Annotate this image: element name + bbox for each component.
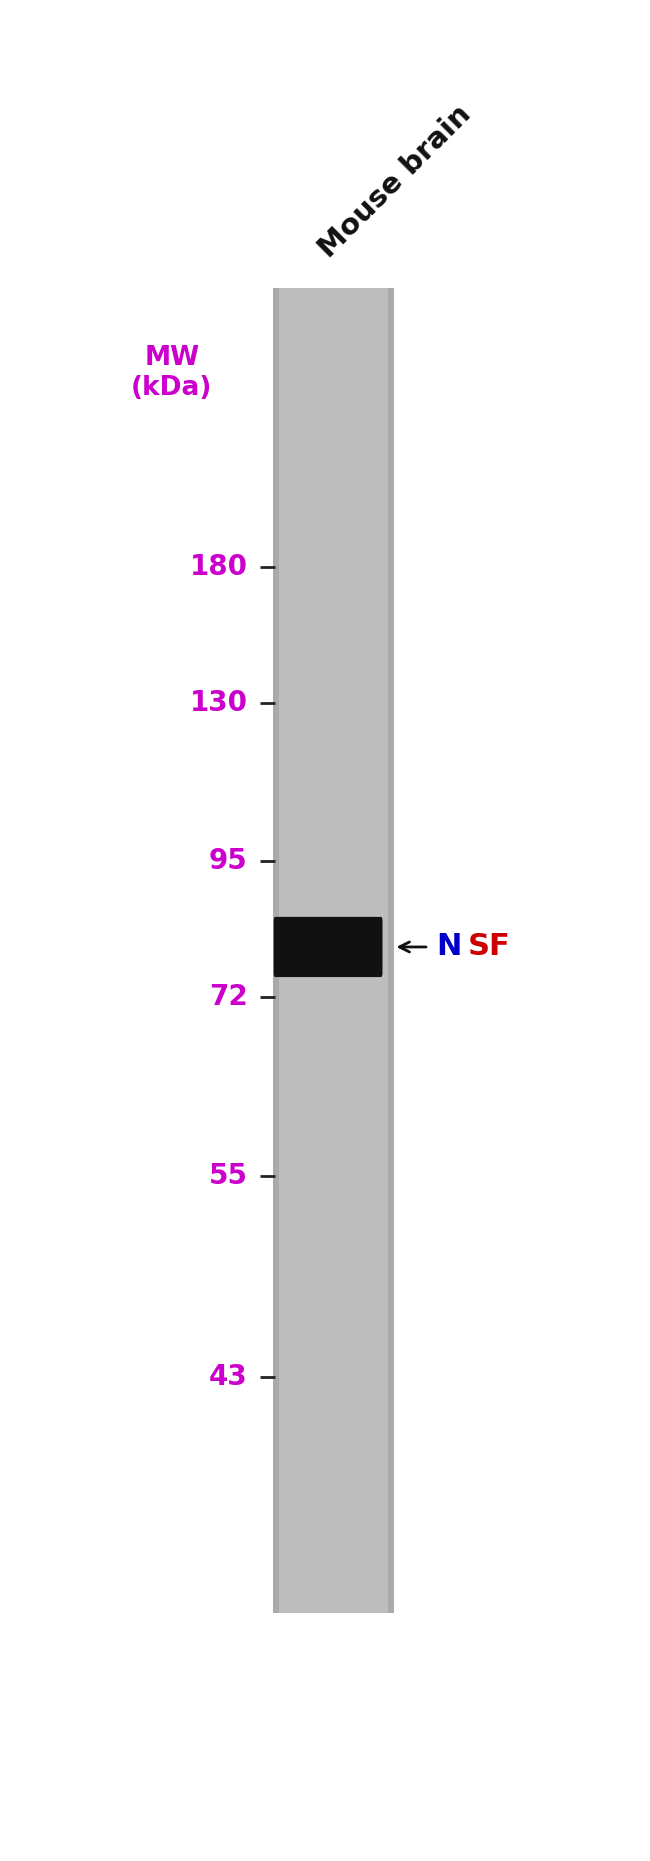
Text: SF: SF bbox=[467, 932, 510, 962]
Text: 130: 130 bbox=[190, 689, 248, 716]
Bar bbox=[273, 288, 393, 1613]
Text: 55: 55 bbox=[209, 1163, 248, 1191]
Text: MW
(kDa): MW (kDa) bbox=[131, 344, 213, 402]
Text: N: N bbox=[436, 932, 462, 962]
FancyBboxPatch shape bbox=[274, 917, 382, 977]
Text: 43: 43 bbox=[209, 1362, 248, 1390]
Text: 72: 72 bbox=[209, 983, 248, 1011]
Bar bbox=[273, 288, 279, 1613]
Text: 180: 180 bbox=[190, 553, 248, 581]
Text: Mouse brain: Mouse brain bbox=[313, 100, 476, 264]
Text: 95: 95 bbox=[209, 847, 248, 875]
Bar bbox=[387, 288, 393, 1613]
